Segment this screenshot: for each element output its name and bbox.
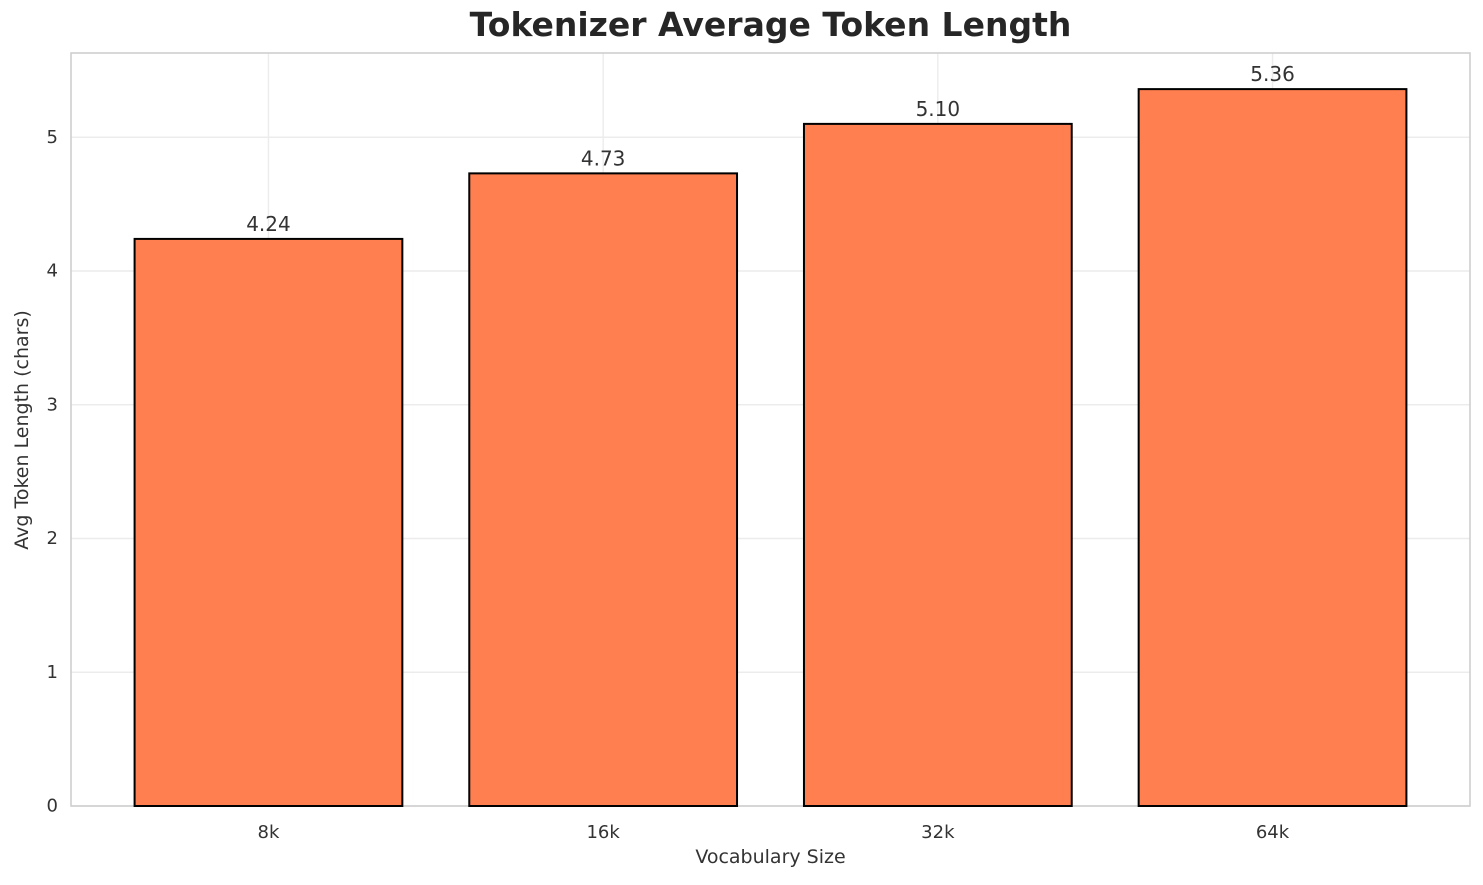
bar-value-label: 5.36 (1250, 62, 1295, 86)
x-tick-label: 32k (921, 822, 955, 843)
bar-value-label: 4.24 (246, 212, 291, 236)
y-axis-label: Avg Token Length (chars) (11, 310, 33, 550)
bar-16k (468, 172, 739, 808)
bar-value-label: 5.10 (916, 97, 961, 121)
x-tick-label: 64k (1256, 822, 1290, 843)
y-tick-label: 4 (47, 261, 58, 282)
x-axis-label: Vocabulary Size (695, 846, 846, 868)
bar-8k (133, 237, 404, 807)
y-tick-label: 0 (47, 796, 58, 817)
y-tick-label: 2 (47, 528, 58, 549)
bar-32k (802, 122, 1073, 807)
plot-spines (70, 52, 1471, 807)
y-tick-label: 1 (47, 662, 58, 683)
y-tick-label: 5 (47, 127, 58, 148)
chart-title: Tokenizer Average Token Length (469, 5, 1072, 44)
bar-64k (1137, 88, 1408, 808)
x-tick-label: 8k (258, 822, 280, 843)
bar-value-label: 4.73 (581, 146, 626, 170)
x-tick-label: 16k (586, 822, 620, 843)
y-tick-label: 3 (47, 394, 58, 415)
